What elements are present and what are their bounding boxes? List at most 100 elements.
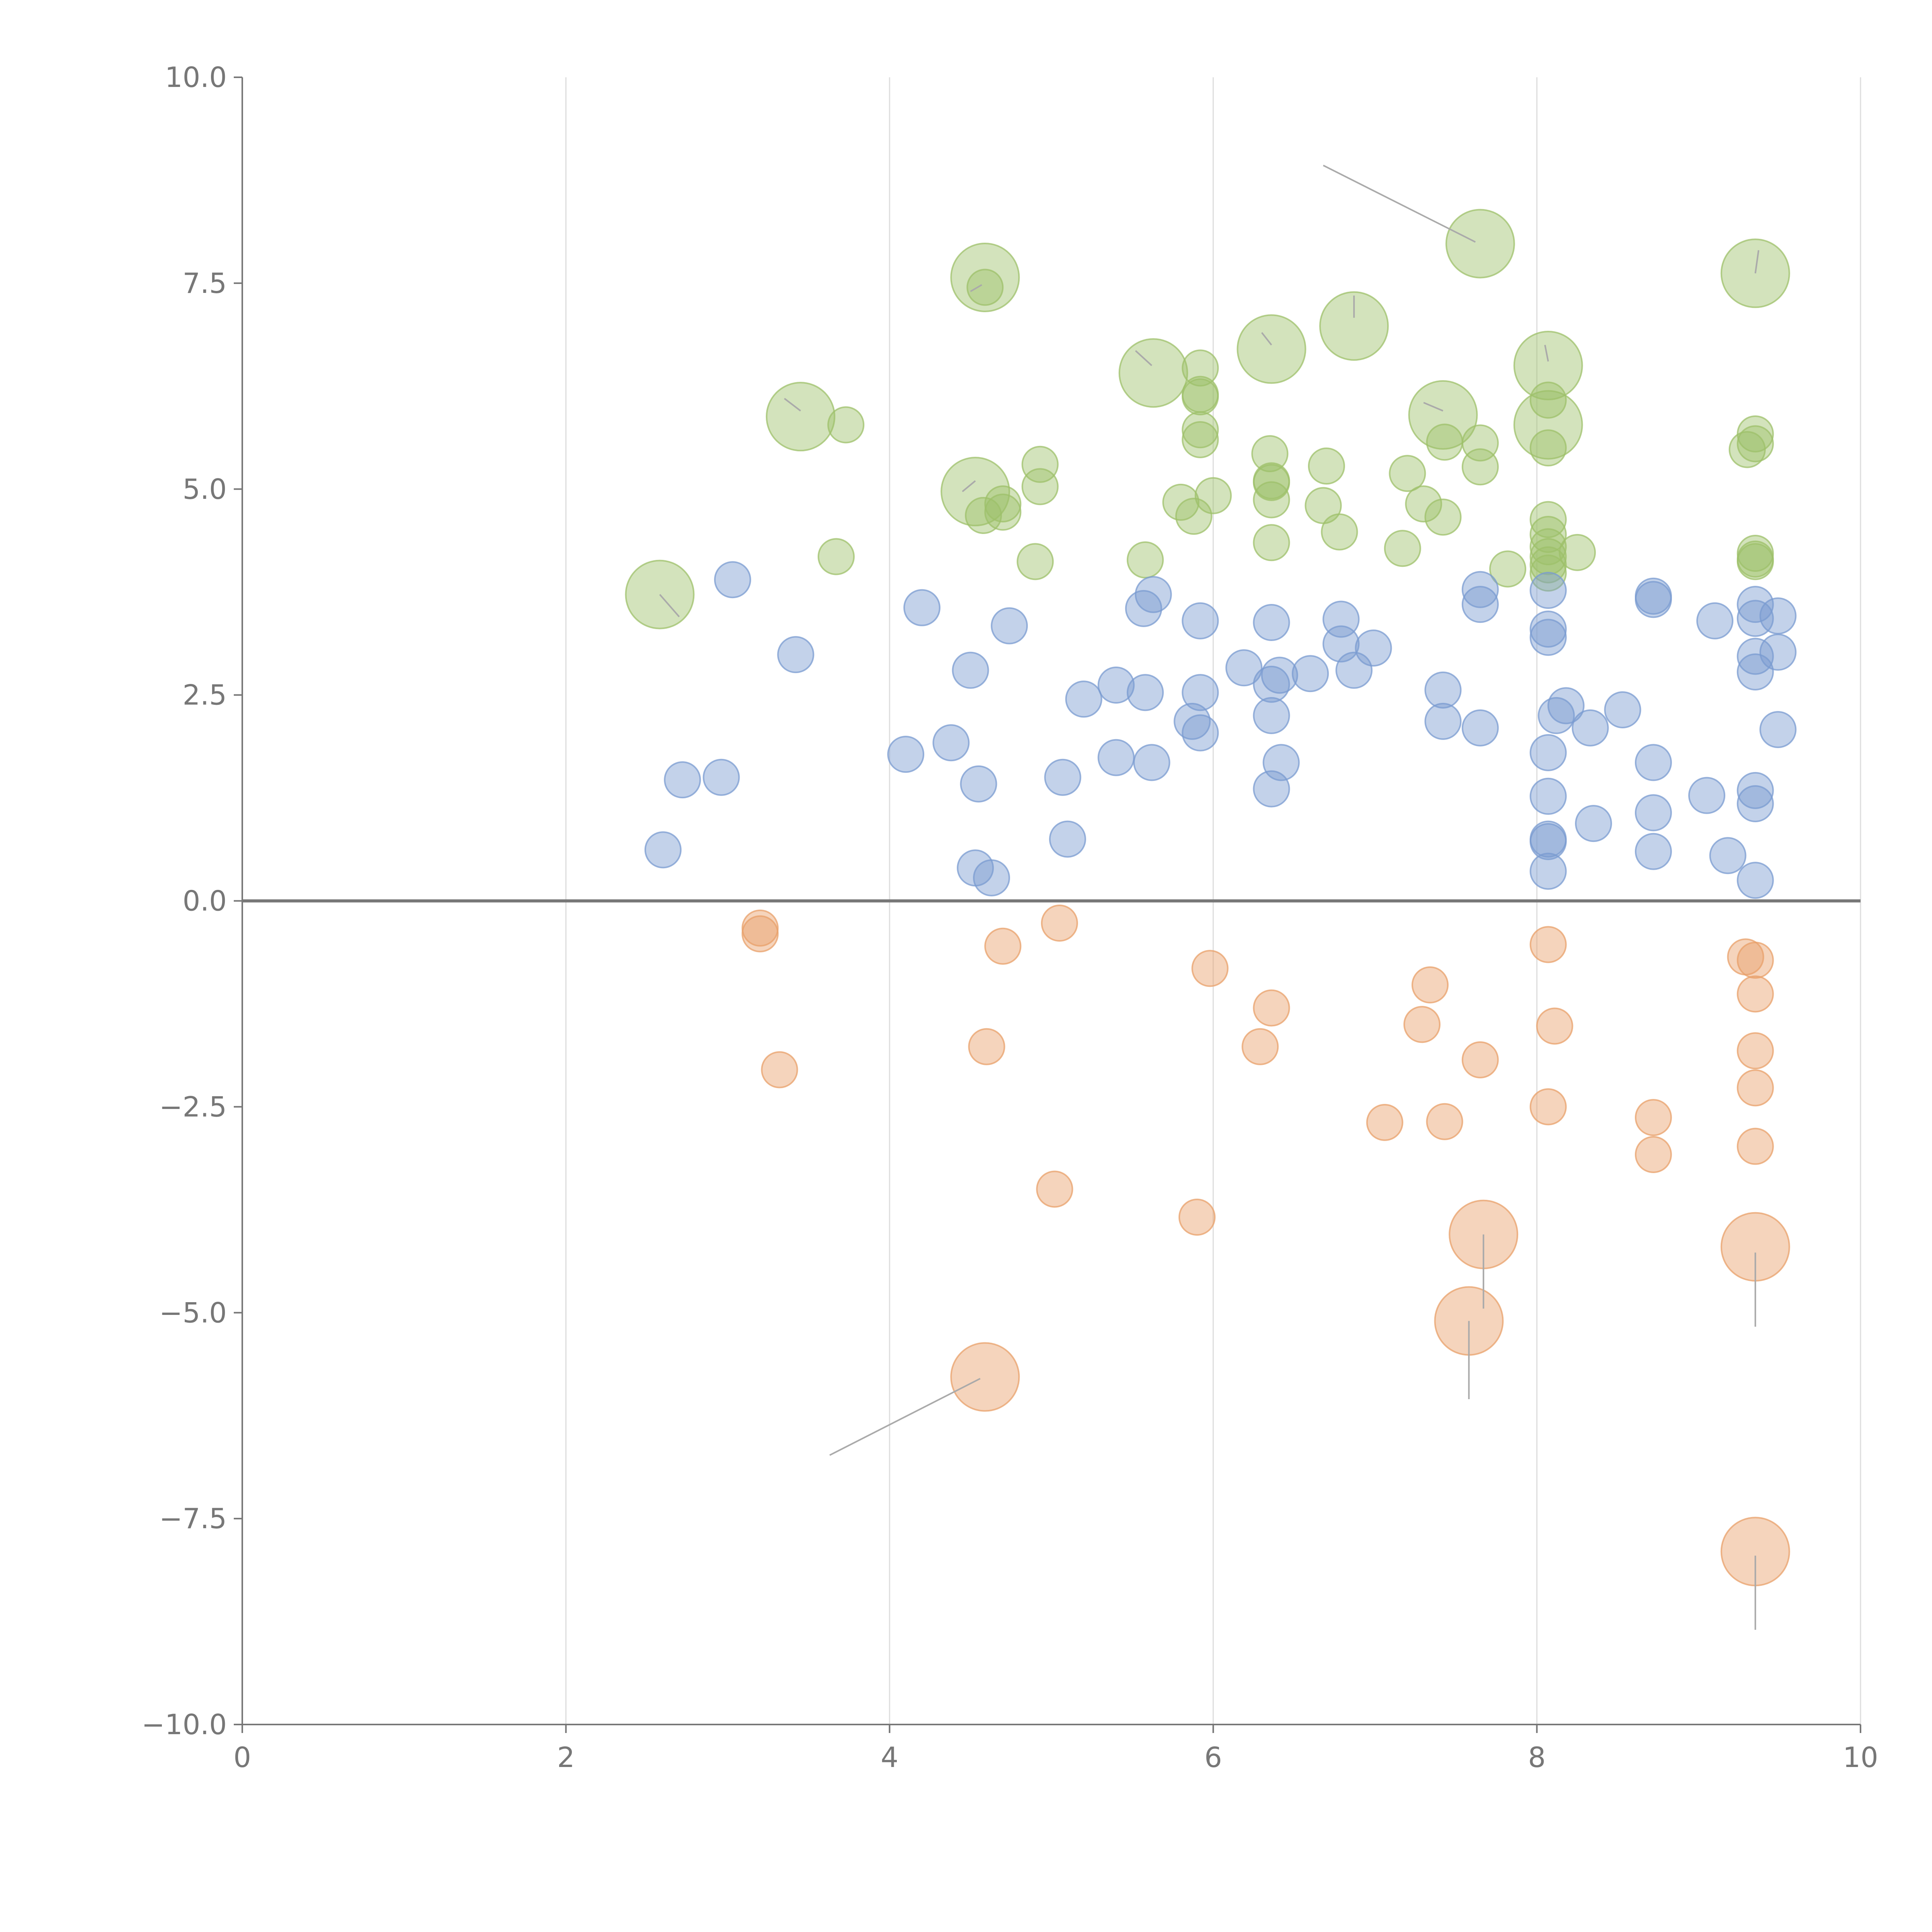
green-bubble-8 [984,493,1022,531]
blue-bubble-52 [1529,852,1567,890]
orange-bubble-28 [1736,1069,1774,1107]
green-bubble-21 [1182,421,1219,458]
orange-bubble-20 [1536,1007,1573,1045]
orange-bubble-3 [984,927,1022,965]
blue-bubble-73 [1759,711,1797,748]
blue-bubble-49 [1529,777,1567,815]
blue-bubble-27 [1253,604,1290,641]
blue-bubble-46 [1537,697,1575,734]
blue-bubble-33 [1292,655,1329,692]
green-bubble-6 [940,457,1010,527]
green-bubble-15 [1162,483,1200,521]
leader-line-7 [1544,345,1549,362]
green-bubble-38 [1424,498,1462,536]
green-bubble-5 [966,269,1004,306]
green-bubble-33 [1389,455,1426,492]
orange-bubble-19 [1529,926,1567,963]
green-bubble-28 [1253,524,1290,561]
blue-bubble-26 [1225,649,1263,687]
blue-bubble-55 [1604,691,1641,728]
blue-bubble-29 [1261,656,1298,694]
blue-bubble-16 [1097,667,1135,704]
orange-bubble-16 [1461,1041,1499,1078]
blue-bubble-32 [1253,770,1290,808]
blue-bubble-69 [1736,785,1774,822]
blue-bubble-2 [644,831,682,869]
blue-bubble-7 [952,651,989,689]
orange-bubble-7 [950,1342,1020,1412]
y-tick-label-2: 5.0 [182,473,227,505]
y-tick-label-0: 10.0 [165,61,227,94]
blue-bubble-57 [1634,581,1672,618]
blue-bubble-45 [1529,619,1567,656]
orange-bubble-26 [1736,975,1774,1013]
orange-bubble-13 [1411,966,1449,1003]
orange-bubble-12 [1366,1104,1403,1141]
y-tick-label-4: 0.0 [182,885,227,917]
green-bubble-19 [1182,378,1219,416]
green-bubble-45 [1529,381,1567,419]
blue-bubble-39 [1424,702,1462,740]
blue-bubble-1 [777,636,815,673]
blue-bubble-37 [1355,629,1392,667]
blue-bubble-9 [932,724,970,762]
green-bubble-42 [1489,550,1527,588]
orange-bubble-25 [1736,941,1774,979]
y-tick-label-1: 7.5 [182,267,227,299]
blue-bubble-22 [1182,602,1219,639]
green-bubble-1 [765,382,835,452]
y-tick-label-3: 2.5 [182,679,227,711]
orange-bubble-4 [968,1028,1005,1065]
leader-line-0 [1323,165,1476,243]
blue-bubble-68 [1736,772,1774,809]
blue-bubble-23 [1182,674,1219,711]
blue-bubble-5 [903,589,940,626]
green-bubble-48 [1529,515,1567,553]
green-bubble-50 [1529,538,1567,575]
blue-bubble-51 [1529,823,1567,861]
leader-layer [659,165,1760,1630]
orange-bubble-2 [761,1051,798,1088]
orange-bubble-15 [1426,1103,1463,1140]
green-bubble-12 [1017,543,1054,580]
orange-bubble-6 [1036,1170,1073,1208]
green-bubble-9 [984,485,1022,523]
blue-bubble-4 [702,759,740,796]
blue-bubble-40 [1461,571,1499,608]
blue-bubble-15 [1065,680,1102,718]
blue-bubble-25 [1182,714,1219,752]
blue-bubble-41 [1461,586,1499,623]
blue-bubble-6 [991,607,1028,645]
leader-line-1 [970,284,982,292]
green-bubble-11 [1021,468,1059,505]
green-bubble-13 [1126,541,1164,579]
blue-bubble-20 [1126,674,1164,711]
green-bubble-20 [1182,411,1219,449]
green-bubble-16 [1175,498,1213,535]
green-bubble-51 [1529,546,1567,583]
blue-bubble-17 [1097,739,1135,776]
x-tick-label-8: 8 [1528,1741,1546,1774]
blue-bubble-30 [1253,697,1290,734]
green-bubble-34 [1384,530,1421,567]
blue-bubble-38 [1424,671,1462,709]
green-bubble-53 [1559,534,1596,571]
green-bubble-3 [817,538,855,575]
blue-bubble-72 [1759,633,1797,671]
green-bubble-17 [1182,349,1219,387]
orange-bubble-21 [1529,1088,1567,1126]
blue-bubble-10 [960,765,997,803]
y-tick-label-5: −2.5 [159,1090,227,1123]
x-tick-label-4: 4 [881,1741,898,1774]
green-bubble-27 [1253,481,1290,519]
y-tick-label-7: −7.5 [159,1502,227,1535]
leader-line-8 [962,480,976,492]
green-bubble-39 [1445,209,1515,279]
blue-bubble-0 [714,561,751,599]
blue-bubble-59 [1634,794,1672,832]
x-tick-label-10: 10 [1843,1741,1878,1774]
leader-line-4 [1261,332,1272,345]
orange-bubble-1 [742,915,779,952]
